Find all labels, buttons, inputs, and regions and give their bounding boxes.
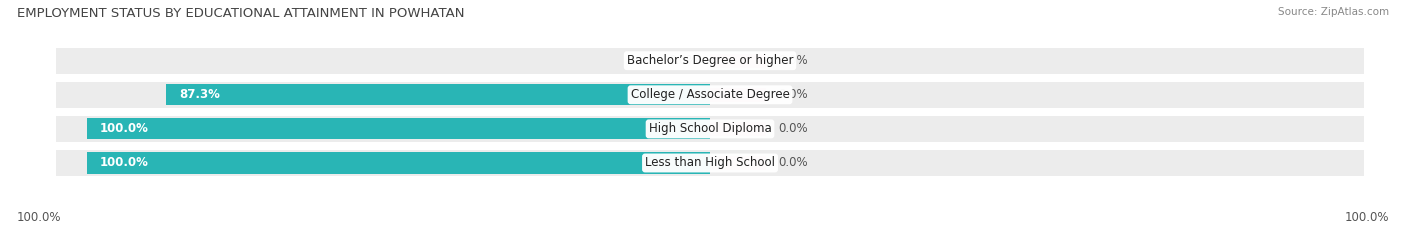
Text: Bachelor’s Degree or higher: Bachelor’s Degree or higher [627,54,793,67]
Text: 0.0%: 0.0% [668,54,697,67]
Bar [710,122,766,136]
Bar [710,54,766,68]
Text: 100.0%: 100.0% [100,157,149,169]
Legend: In Labor Force, Unemployed: In Labor Force, Unemployed [605,230,815,233]
Text: 0.0%: 0.0% [779,157,808,169]
Bar [56,82,1364,108]
Text: 0.0%: 0.0% [779,54,808,67]
Text: 0.0%: 0.0% [779,88,808,101]
Bar [166,84,710,105]
Bar [710,88,766,102]
Bar [710,156,766,170]
Text: 87.3%: 87.3% [179,88,219,101]
Text: College / Associate Degree: College / Associate Degree [631,88,789,101]
Text: Less than High School: Less than High School [645,157,775,169]
Text: High School Diploma: High School Diploma [648,122,772,135]
Bar [56,48,1364,74]
Text: Source: ZipAtlas.com: Source: ZipAtlas.com [1278,7,1389,17]
Bar [56,116,1364,142]
Bar [56,150,1364,176]
Bar [87,118,710,140]
Text: 100.0%: 100.0% [1344,211,1389,224]
Text: EMPLOYMENT STATUS BY EDUCATIONAL ATTAINMENT IN POWHATAN: EMPLOYMENT STATUS BY EDUCATIONAL ATTAINM… [17,7,464,20]
Text: 100.0%: 100.0% [17,211,62,224]
Text: 0.0%: 0.0% [779,122,808,135]
Bar [87,152,710,174]
Text: 100.0%: 100.0% [100,122,149,135]
